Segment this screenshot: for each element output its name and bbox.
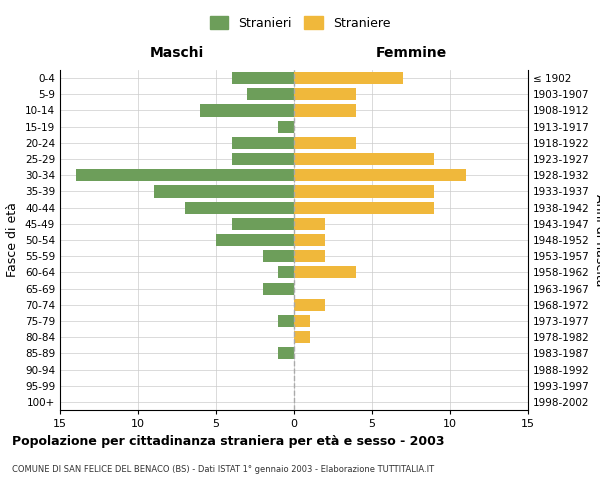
Bar [294,88,356,101]
Bar [232,137,294,149]
Bar [263,282,294,294]
Bar [278,266,294,278]
Bar [294,266,356,278]
Y-axis label: Fasce di età: Fasce di età [7,202,19,278]
Bar [232,218,294,230]
Bar [294,104,356,117]
Bar [200,104,294,117]
Bar [294,153,434,165]
Bar [294,234,325,246]
Bar [294,137,356,149]
Text: COMUNE DI SAN FELICE DEL BENACO (BS) - Dati ISTAT 1° gennaio 2003 - Elaborazione: COMUNE DI SAN FELICE DEL BENACO (BS) - D… [12,465,434,474]
Bar [232,72,294,84]
Bar [294,202,434,213]
Text: Maschi: Maschi [150,46,204,60]
Bar [247,88,294,101]
Bar [263,250,294,262]
Y-axis label: Anni di nascita: Anni di nascita [593,194,600,286]
Bar [278,120,294,132]
Bar [154,186,294,198]
Bar [294,315,310,327]
Bar [76,169,294,181]
Bar [232,153,294,165]
Bar [294,169,466,181]
Bar [278,315,294,327]
Legend: Stranieri, Straniere: Stranieri, Straniere [205,11,395,35]
Bar [294,72,403,84]
Bar [294,250,325,262]
Bar [216,234,294,246]
Bar [294,298,325,311]
Bar [278,348,294,360]
Bar [185,202,294,213]
Bar [294,331,310,343]
Bar [294,218,325,230]
Bar [294,186,434,198]
Text: Popolazione per cittadinanza straniera per età e sesso - 2003: Popolazione per cittadinanza straniera p… [12,435,445,448]
Text: Femmine: Femmine [376,46,446,60]
